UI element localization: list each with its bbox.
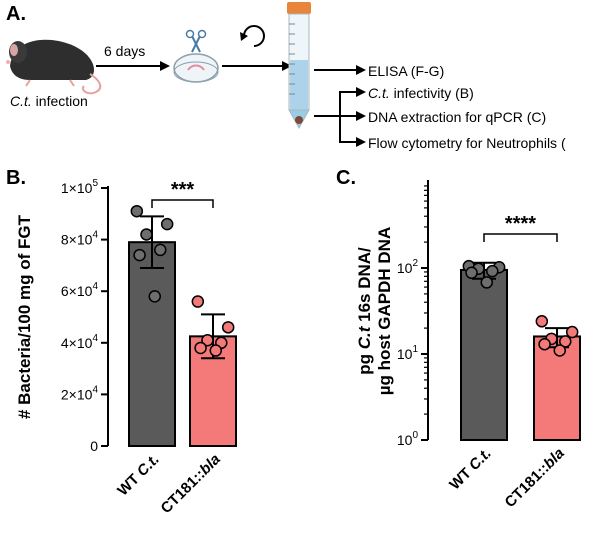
y-axis-label-line1: pg C.t 16s DNA/ bbox=[355, 247, 374, 375]
y-tick-label-exp: 2 bbox=[412, 258, 418, 269]
data-point bbox=[194, 341, 207, 355]
output-list: ELISA (F-G) C.t. infectivity (B) DNA extra… bbox=[368, 63, 566, 151]
infection-label-italic: C.t. bbox=[10, 93, 32, 109]
output-item-4: Flow cytometry for Neutrophils ( bbox=[368, 135, 566, 151]
y-axis-label-line1-part: pg bbox=[355, 349, 374, 375]
y-tick-label-exp: 5 bbox=[92, 178, 98, 189]
panel-label: B. bbox=[6, 167, 26, 189]
data-point bbox=[209, 344, 223, 357]
x-category-label-2: CT181::bla bbox=[158, 451, 224, 517]
y-tick-label: 8×104 bbox=[61, 230, 99, 248]
y-tick-label-exp: 0 bbox=[412, 430, 418, 441]
output-item-1-part: ELISA (F-G) bbox=[368, 63, 444, 79]
x-category-label-1: WT C.t. bbox=[114, 451, 163, 500]
significance-bracket bbox=[483, 233, 558, 242]
data-point bbox=[553, 344, 567, 357]
y-tick-label-base: 4×10 bbox=[61, 335, 93, 351]
dissection-dish-icon bbox=[173, 29, 219, 83]
data-point bbox=[191, 295, 205, 308]
output-item-1: ELISA (F-G) bbox=[368, 63, 444, 79]
y-tick-label-base: 8×10 bbox=[61, 232, 93, 248]
panel-a-label: A. bbox=[6, 3, 26, 25]
output-item-4-part: Flow cytometry for Neutrophils ( bbox=[368, 135, 566, 151]
data-point bbox=[148, 290, 162, 303]
significance-bracket bbox=[151, 199, 214, 208]
x-category-label-1: WT C.t. bbox=[446, 445, 495, 494]
y-axis-label-line1-part: C.t bbox=[355, 325, 374, 349]
data-point bbox=[535, 315, 549, 328]
y-tick-label-base: 10 bbox=[397, 432, 413, 448]
data-point bbox=[480, 276, 494, 289]
data-point bbox=[538, 337, 551, 351]
y-tick-label-base: 6×10 bbox=[61, 283, 93, 299]
output-item-2-part: infectivity (B) bbox=[390, 85, 474, 101]
data-point bbox=[221, 321, 235, 334]
tissue-homogenize-icon bbox=[240, 25, 265, 47]
y-tick-label-base: 0 bbox=[90, 438, 98, 454]
y-tick-label-base: 10 bbox=[397, 260, 413, 276]
y-tick-label-exp: 4 bbox=[92, 230, 98, 241]
output-item-2: C.t. infectivity (B) bbox=[368, 85, 474, 101]
arrow-label: 6 days bbox=[104, 43, 145, 59]
y-tick-label: 102 bbox=[397, 258, 419, 276]
y-tick-label: 101 bbox=[397, 344, 419, 362]
infection-label-rest: infection bbox=[32, 93, 88, 109]
bar-1 bbox=[460, 268, 508, 441]
x-category-label-2-part: CT181:: bbox=[158, 466, 209, 517]
output-item-3: DNA extraction for qPCR (C) bbox=[368, 109, 546, 125]
centrifuge-tube-icon bbox=[287, 2, 311, 130]
output-item-3-part: DNA extraction for qPCR (C) bbox=[368, 109, 546, 125]
data-point bbox=[154, 243, 167, 257]
y-tick-label: 0 bbox=[90, 438, 98, 454]
y-tick-label-exp: 1 bbox=[412, 344, 418, 355]
data-point bbox=[140, 228, 153, 241]
data-point bbox=[559, 335, 572, 348]
data-point bbox=[201, 333, 214, 347]
y-tick-label-base: 10 bbox=[397, 346, 413, 362]
y-tick-label-base: 1×10 bbox=[61, 180, 93, 196]
data-point bbox=[465, 266, 478, 280]
x-category-label-2-part: CT181:: bbox=[502, 460, 553, 511]
y-tick-label-exp: 4 bbox=[92, 281, 98, 292]
y-tick-label: 4×104 bbox=[61, 333, 99, 351]
panel-label: C. bbox=[336, 167, 356, 189]
panel-a: A. C.t. infection 6 days bbox=[6, 2, 566, 151]
y-axis-label-line2: µg host GAPDH DNA bbox=[375, 227, 394, 395]
significance-stars: *** bbox=[171, 179, 195, 201]
significance-stars: **** bbox=[505, 213, 536, 235]
data-point bbox=[565, 325, 579, 339]
output-item-2-part: C.t. bbox=[368, 85, 390, 101]
y-tick-label: 2×104 bbox=[61, 384, 99, 402]
data-point bbox=[160, 217, 174, 231]
x-category-label-2: CT181::bla bbox=[502, 445, 568, 511]
y-tick-label-exp: 4 bbox=[92, 384, 98, 395]
y-tick-label: 6×104 bbox=[61, 281, 99, 299]
y-axis-label-line1-part: 16s DNA/ bbox=[355, 247, 374, 327]
svg-text:C.t. infection: C.t. infection bbox=[10, 93, 88, 109]
data-point bbox=[133, 248, 146, 262]
y-tick-label: 1×105 bbox=[61, 178, 99, 196]
data-point bbox=[486, 264, 499, 278]
output-arrows bbox=[314, 69, 356, 143]
y-axis-label: # Bacteria/100 mg of FGT bbox=[15, 214, 34, 419]
data-point bbox=[130, 204, 144, 218]
bar-1 bbox=[128, 241, 176, 447]
y-tick-label: 100 bbox=[397, 430, 419, 448]
mouse-icon bbox=[6, 39, 102, 95]
y-tick-label-base: 2×10 bbox=[61, 386, 93, 402]
y-tick-label-exp: 4 bbox=[92, 333, 98, 344]
